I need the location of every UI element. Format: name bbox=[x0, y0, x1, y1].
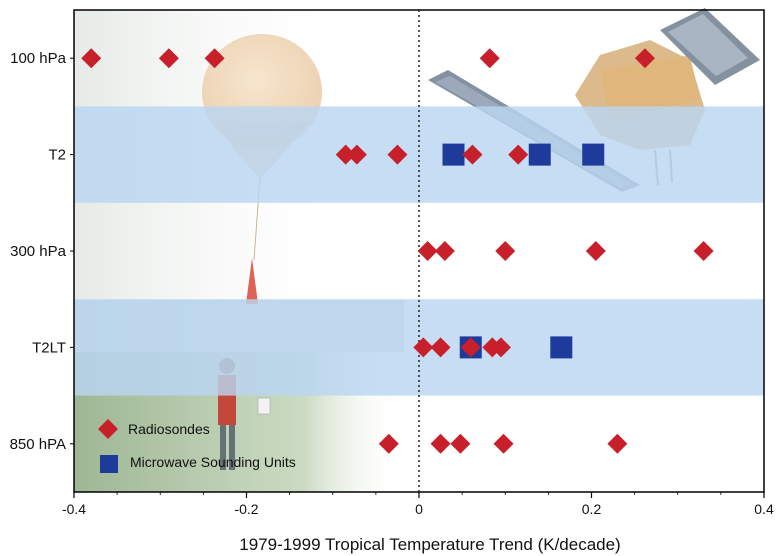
marker-radiosonde bbox=[634, 48, 655, 69]
x-axis-tick-labels: -0.4 -0.2 0 0.2 0.4 bbox=[62, 501, 774, 517]
x-tick-label-0: 0 bbox=[415, 501, 423, 517]
marker-radiosonde bbox=[413, 337, 434, 358]
y-label-300-hpa: 300 hPa bbox=[10, 243, 67, 260]
marker-radiosonde bbox=[430, 433, 451, 454]
marker-radiosonde bbox=[460, 337, 481, 358]
x-tick-label-0-4: 0.4 bbox=[754, 501, 774, 517]
marker-radiosonde bbox=[204, 48, 225, 69]
marker-radiosonde bbox=[508, 144, 529, 165]
marker-radiosonde bbox=[450, 433, 471, 454]
y-label-t2lt: T2LT bbox=[32, 339, 66, 356]
x-axis-label: 1979-1999 Tropical Temperature Trend (K/… bbox=[239, 535, 620, 554]
x-tick-label-0-4: -0.4 bbox=[62, 501, 86, 517]
marker-msu bbox=[582, 143, 605, 166]
legend-radiosondes-marker bbox=[98, 419, 118, 439]
x-tick-label-0-2: -0.2 bbox=[234, 501, 258, 517]
y-label-100-hpa: 100 hPa bbox=[10, 50, 67, 67]
marker-radiosonde bbox=[387, 144, 408, 165]
x-tick-label-0-2: 0.2 bbox=[582, 501, 602, 517]
marker-msu bbox=[442, 143, 465, 166]
marker-radiosonde bbox=[335, 144, 356, 165]
marker-radiosonde bbox=[417, 241, 438, 261]
marker-radiosonde bbox=[490, 337, 511, 358]
x-axis-ticks bbox=[73, 492, 765, 498]
legend-msu-label: Microwave Sounding Units bbox=[130, 454, 296, 470]
marker-msu bbox=[528, 143, 551, 166]
marker-msu bbox=[550, 336, 573, 359]
legend-radiosondes-label: Radiosondes bbox=[128, 421, 210, 437]
marker-radiosonde bbox=[434, 241, 455, 261]
marker-radiosonde bbox=[585, 241, 606, 261]
marker-radiosonde bbox=[378, 433, 399, 454]
marker-radiosonde bbox=[479, 48, 500, 69]
marker-radiosonde bbox=[81, 48, 102, 69]
y-axis-category-labels: 100 hPa T2 300 hPa T2LT 850 hPA bbox=[10, 50, 74, 453]
weather-balloon-photo bbox=[74, 10, 404, 492]
marker-radiosonde bbox=[462, 144, 483, 165]
legend: Radiosondes Microwave Sounding Units bbox=[98, 419, 296, 473]
legend-msu-marker bbox=[100, 455, 118, 473]
marker-radiosonde bbox=[607, 433, 628, 454]
marker-radiosonde bbox=[158, 48, 179, 69]
marker-radiosonde bbox=[346, 144, 367, 165]
marker-radiosonde bbox=[693, 241, 714, 261]
marker-radiosonde bbox=[430, 337, 451, 358]
y-label-t2: T2 bbox=[48, 147, 66, 164]
y-label-850-hpa: 850 hPA bbox=[10, 436, 66, 453]
marker-radiosonde bbox=[493, 433, 514, 454]
data-markers bbox=[81, 48, 714, 454]
marker-radiosonde bbox=[495, 241, 516, 261]
